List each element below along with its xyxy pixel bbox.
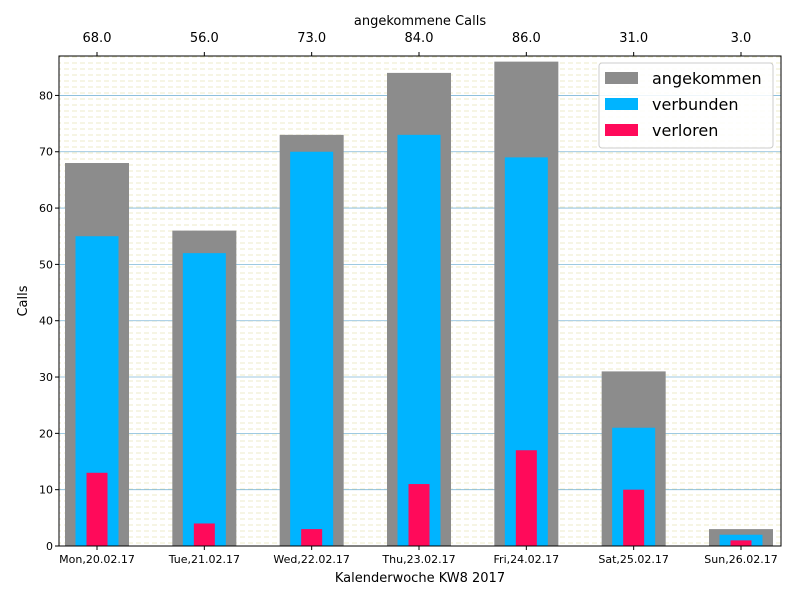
legend-swatch-verloren [605,124,638,136]
y-tick-label: 50 [39,258,53,271]
bar-verloren-6 [730,540,752,546]
bar-verloren-3 [408,484,430,546]
axis-ticks: 0 10 20 30 40 50 60 70 80 Mon,20.02.17 68.0 Tue,21.… [39,31,778,566]
top-tick-label: 84.0 [405,31,434,46]
y-axis-title: Calls [16,285,31,316]
y-tick-label: 70 [39,146,53,159]
top-tick-label: 73.0 [297,31,326,46]
bar-verloren-2 [301,529,323,546]
y-tick-label: 30 [39,371,53,384]
bars [65,61,773,547]
plot-frame [58,55,782,547]
bar-verbunden-1 [182,253,226,546]
top-tick-label: 3.0 [731,31,752,46]
legend-swatch-verbunden [605,98,638,110]
top-tick-label: 86.0 [512,31,541,46]
legend: angekommen verbunden verloren [598,62,774,149]
bar-verloren-4 [515,450,537,546]
bar-verbunden-3 [397,134,441,546]
x-tick-label: Sun,26.02.17 [704,553,777,566]
y-tick-label: 40 [39,315,53,328]
y-tick-label: 10 [39,484,53,497]
x-tick-label: Sat,25.02.17 [598,553,669,566]
legend-frame [598,62,774,149]
x-tick-label: Tue,21.02.17 [168,553,240,566]
x-tick-label: Fri,24.02.17 [494,553,560,566]
x-tick-label: Wed,22.02.17 [273,553,349,566]
top-tick-label: 31.0 [619,31,648,46]
bar-verbunden-2 [290,151,334,546]
y-tick-label: 0 [46,540,53,553]
legend-label-angekommen: angekommen [652,69,762,88]
legend-label-verbunden: verbunden [652,95,738,114]
legend-label-verloren: verloren [652,121,718,140]
y-tick-label: 60 [39,202,53,215]
bar-verloren-0 [86,472,108,546]
y-tick-label: 20 [39,427,53,440]
y-tick-label: 80 [39,89,53,102]
top-tick-label: 68.0 [83,31,112,46]
bar-verloren-1 [193,523,215,546]
x-axis-title: Kalenderwoche KW8 2017 [335,571,505,586]
bar-verloren-5 [623,489,645,546]
top-axis-title: angekommene Calls [354,14,486,29]
x-tick-label: Mon,20.02.17 [59,553,135,566]
top-tick-label: 56.0 [190,31,219,46]
x-tick-label: Thu,23.02.17 [381,553,455,566]
legend-swatch-angekommen [605,72,638,84]
